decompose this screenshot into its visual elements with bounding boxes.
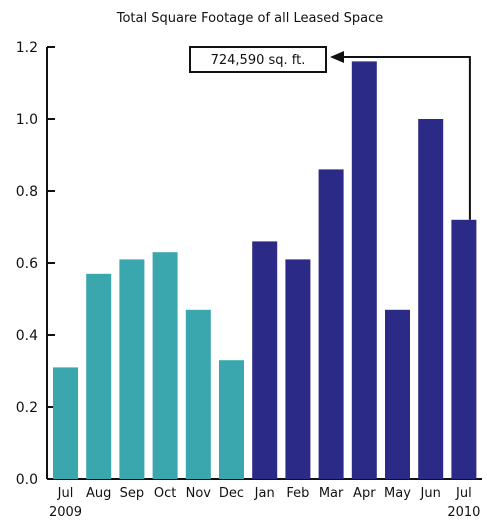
y-tick-label: 0.6 <box>16 256 38 272</box>
y-tick-label: 0.8 <box>16 184 38 200</box>
x-tick-label: Mar <box>319 486 344 501</box>
x-tick-label: May <box>384 486 411 501</box>
x-tick-label: Nov <box>186 486 212 501</box>
x-tick-label: Sep <box>120 486 145 501</box>
bar-jan-6 <box>252 241 278 479</box>
y-tick-label: 0.0 <box>16 472 38 488</box>
y-tick-label: 1.0 <box>16 112 38 128</box>
x-tick-label: Apr <box>353 486 376 501</box>
callout-box <box>189 46 327 73</box>
year-label: 2010 <box>447 505 480 520</box>
chart-title: Total Square Footage of all Leased Space <box>116 11 384 26</box>
y-tick-label: 0.2 <box>16 400 38 416</box>
bar-may-10 <box>385 309 410 479</box>
x-tick-label: Dec <box>219 486 244 501</box>
bar-dec-5 <box>219 360 244 479</box>
bar-nov-4 <box>185 309 211 479</box>
x-tick-label: Jul <box>57 486 74 501</box>
bar-jul-0 <box>53 367 78 479</box>
x-tick-label: Jul <box>455 486 472 501</box>
y-tick-label: 1.2 <box>16 40 38 56</box>
bar-sep-2 <box>119 259 145 479</box>
bar-jun-11 <box>418 119 444 479</box>
callout: 724,590 sq. ft. <box>189 46 471 220</box>
year-label: 2009 <box>49 505 82 520</box>
x-tick-label: Jan <box>254 486 275 501</box>
x-tick-label: Feb <box>286 486 309 501</box>
bar-feb-7 <box>285 259 311 479</box>
axes: 0.0 0.2 0.4 0.6 0.8 1.0 1.2 <box>16 40 482 488</box>
callout-leader-line <box>342 56 471 220</box>
x-tick-label: Jun <box>420 486 441 501</box>
x-tick-label: Aug <box>86 486 111 501</box>
category-labels: Jul Aug Sep Oct Nov Dec Jan Feb Mar Apr May Jun Jul 2… <box>49 486 480 520</box>
callout-arrowhead <box>330 51 344 63</box>
bar-aug-1 <box>86 273 112 479</box>
y-tick-label: 0.4 <box>16 328 38 344</box>
x-tick-label: Oct <box>154 486 176 501</box>
bar-jul-12 <box>451 219 477 480</box>
bars <box>53 61 477 480</box>
bar-apr-9 <box>351 61 377 480</box>
bar-mar-8 <box>318 169 344 479</box>
callout-label: 724,590 sq. ft. <box>211 53 306 68</box>
bar-oct-3 <box>152 252 178 479</box>
